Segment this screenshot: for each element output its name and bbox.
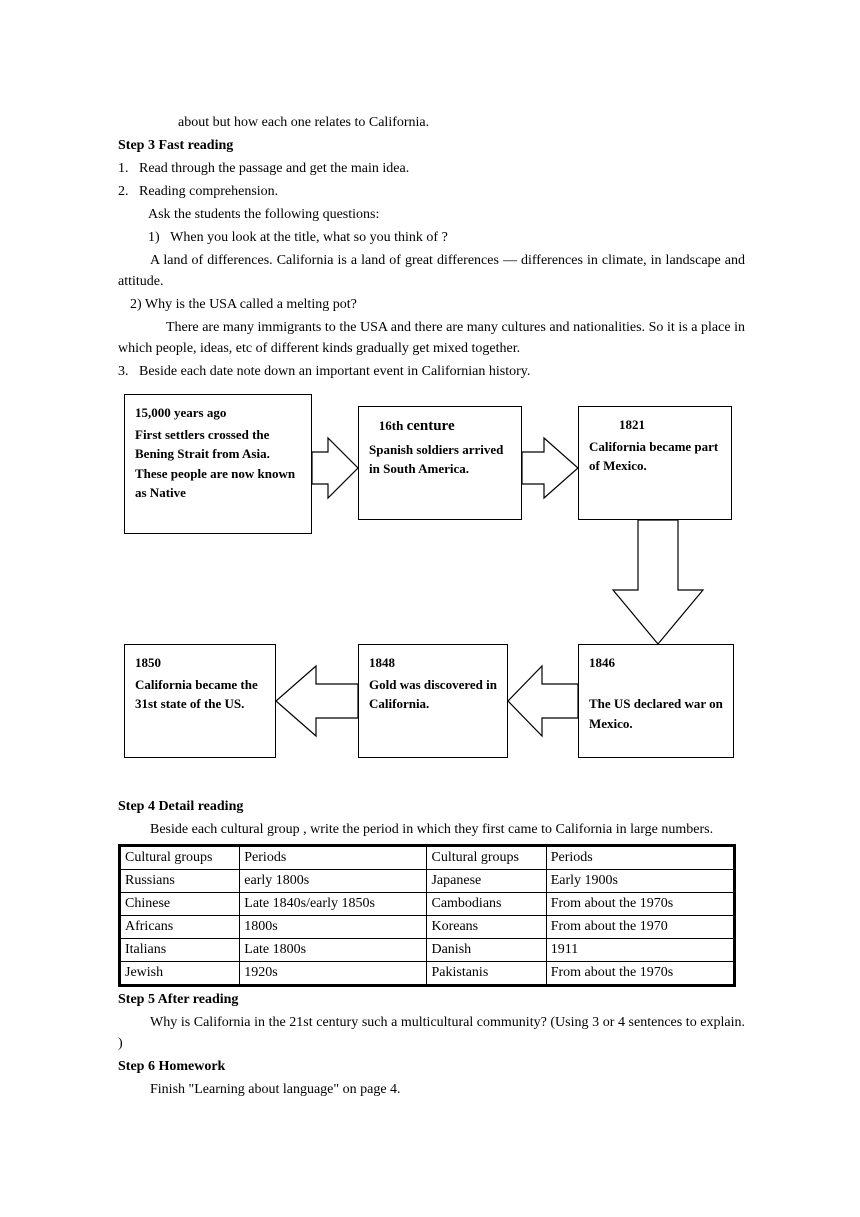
step3-heading: Step 3 Fast reading bbox=[118, 135, 745, 156]
step4-heading: Step 4 Detail reading bbox=[118, 796, 745, 817]
cell: Late 1800s bbox=[240, 939, 427, 962]
arrow-2-3 bbox=[522, 438, 578, 498]
step5-text-content: Why is California in the 21st century su… bbox=[118, 1015, 745, 1051]
flow-box-5-text: Gold was discovered in California. bbox=[369, 677, 497, 712]
th-d: Periods bbox=[546, 846, 734, 870]
step4-intro-text: Beside each cultural group , write the p… bbox=[150, 822, 713, 837]
step3-item-1-text: Read through the passage and get the mai… bbox=[139, 161, 409, 176]
table-row: Jewish 1920s Pakistanis From about the 1… bbox=[120, 962, 735, 986]
step6-text-content: Finish "Learning about language" on page… bbox=[150, 1082, 401, 1097]
step3-ask: Ask the students the following questions… bbox=[118, 204, 745, 225]
cell: Late 1840s/early 1850s bbox=[240, 893, 427, 916]
step5-text: Why is California in the 21st century su… bbox=[118, 1012, 745, 1054]
flowchart: 15,000 years ago First settlers crossed … bbox=[118, 394, 738, 784]
cell: Jewish bbox=[120, 962, 240, 986]
step3-a1: A land of differences. California is a l… bbox=[118, 250, 745, 292]
arrow-1-2 bbox=[312, 438, 358, 498]
cell: early 1800s bbox=[240, 870, 427, 893]
cell: Cambodians bbox=[427, 893, 546, 916]
intro-line: about but how each one relates to Califo… bbox=[118, 112, 745, 133]
step6-text: Finish "Learning about language" on page… bbox=[118, 1079, 745, 1100]
cell: Danish bbox=[427, 939, 546, 962]
step3-a2: There are many immigrants to the USA and… bbox=[118, 317, 745, 359]
step3-q1: 1) When you look at the title, what so y… bbox=[118, 227, 745, 248]
cell: Pakistanis bbox=[427, 962, 546, 986]
cultural-groups-table: Cultural groups Periods Cultural groups … bbox=[118, 844, 736, 987]
step3-a2-text: There are many immigrants to the USA and… bbox=[118, 320, 745, 356]
flow-box-6-text: California became the 31st state of the … bbox=[135, 677, 258, 712]
flow-box-1: 15,000 years ago First settlers crossed … bbox=[124, 394, 312, 534]
table-row: Chinese Late 1840s/early 1850s Cambodian… bbox=[120, 893, 735, 916]
flow-box-3: 1821 California became part of Mexico. bbox=[578, 406, 732, 520]
cell: 1911 bbox=[546, 939, 734, 962]
flow-box-5: 1848 Gold was discovered in California. bbox=[358, 644, 508, 758]
step6-heading: Step 6 Homework bbox=[118, 1056, 745, 1077]
document-page: about but how each one relates to Califo… bbox=[0, 0, 860, 1162]
flow-box-1-title: 15,000 years ago bbox=[135, 403, 301, 423]
table-header-row: Cultural groups Periods Cultural groups … bbox=[120, 846, 735, 870]
flow-box-4: 1846 The US declared war on Mexico. bbox=[578, 644, 734, 758]
step4-intro: Beside each cultural group , write the p… bbox=[118, 819, 745, 840]
th-c: Cultural groups bbox=[427, 846, 546, 870]
table-row: Italians Late 1800s Danish 1911 bbox=[120, 939, 735, 962]
cell: 1800s bbox=[240, 916, 427, 939]
table-row: Russians early 1800s Japanese Early 1900… bbox=[120, 870, 735, 893]
cell: Japanese bbox=[427, 870, 546, 893]
flow-box-3-text: California became part of Mexico. bbox=[589, 439, 718, 474]
flow-box-2-title-b: centure bbox=[407, 418, 455, 434]
step3-item-1: 1. Read through the passage and get the … bbox=[118, 158, 745, 179]
cell: Italians bbox=[120, 939, 240, 962]
step5-heading: Step 5 After reading bbox=[118, 989, 745, 1010]
flow-box-3-title: 1821 bbox=[589, 415, 721, 435]
flow-box-2-title: 16th centure bbox=[369, 415, 511, 438]
cell: Russians bbox=[120, 870, 240, 893]
table-row: Africans 1800s Koreans From about the 19… bbox=[120, 916, 735, 939]
th-b: Periods bbox=[240, 846, 427, 870]
cell: From about the 1970 bbox=[546, 916, 734, 939]
step3-a1-text: A land of differences. California is a l… bbox=[118, 253, 745, 289]
arrow-3-4 bbox=[613, 520, 703, 644]
step3-item-2-text: Reading comprehension. bbox=[139, 184, 278, 199]
flow-box-5-title: 1848 bbox=[369, 653, 497, 673]
flow-box-2-text: Spanish soldiers arrived in South Americ… bbox=[369, 442, 503, 477]
cell: Africans bbox=[120, 916, 240, 939]
step3-item-3: 3. Beside each date note down an importa… bbox=[118, 361, 745, 382]
flow-box-2-title-a: 16th bbox=[379, 418, 404, 433]
step3-item-3-text: Beside each date note down an important … bbox=[139, 364, 530, 379]
step3-q2: 2) Why is the USA called a melting pot? bbox=[118, 294, 745, 315]
flow-box-4-title: 1846 bbox=[589, 653, 723, 673]
cell: Early 1900s bbox=[546, 870, 734, 893]
th-a: Cultural groups bbox=[120, 846, 240, 870]
flow-box-6: 1850 California became the 31st state of… bbox=[124, 644, 276, 758]
flow-box-2: 16th centure Spanish soldiers arrived in… bbox=[358, 406, 522, 520]
flow-box-4-text: The US declared war on Mexico. bbox=[589, 696, 723, 731]
cell: Koreans bbox=[427, 916, 546, 939]
arrow-5-6 bbox=[276, 666, 358, 736]
arrow-4-5 bbox=[508, 666, 578, 736]
step3-q1-text: When you look at the title, what so you … bbox=[170, 230, 448, 245]
flow-box-1-text: First settlers crossed the Bening Strait… bbox=[135, 427, 295, 501]
cell: From about the 1970s bbox=[546, 962, 734, 986]
cell: 1920s bbox=[240, 962, 427, 986]
cell: From about the 1970s bbox=[546, 893, 734, 916]
flow-box-6-title: 1850 bbox=[135, 653, 265, 673]
cell: Chinese bbox=[120, 893, 240, 916]
step3-item-2: 2. Reading comprehension. bbox=[118, 181, 745, 202]
